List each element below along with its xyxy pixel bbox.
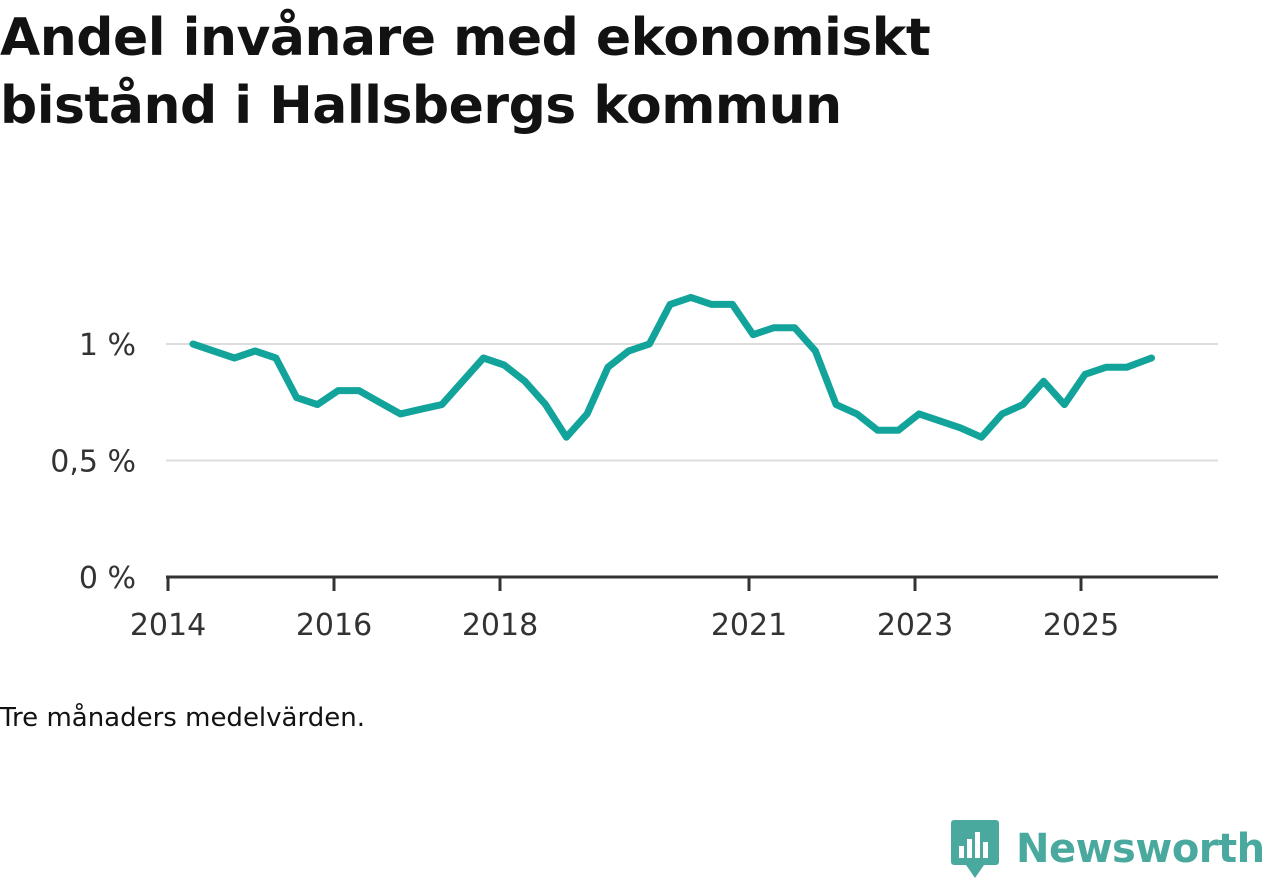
data-point: [708, 301, 715, 308]
x-tick-label: 2021: [711, 608, 787, 643]
data-point: [501, 361, 508, 368]
data-point: [231, 354, 238, 361]
data-point: [1061, 401, 1068, 408]
y-tick-label: 1 %: [79, 328, 136, 363]
data-point: [335, 387, 342, 394]
data-point: [667, 301, 674, 308]
y-tick-label: 0 %: [79, 561, 136, 596]
data-point: [355, 387, 362, 394]
x-tick-label: 2018: [462, 608, 538, 643]
data-point: [397, 410, 404, 417]
data-point: [1040, 378, 1047, 385]
data-point: [1082, 371, 1089, 378]
brand-name: Newsworthy: [1016, 826, 1262, 872]
data-point: [480, 354, 487, 361]
x-tick-label: 2025: [1043, 608, 1119, 643]
data-point: [874, 427, 881, 434]
data-point: [853, 410, 860, 417]
data-point: [1102, 364, 1109, 371]
newsworthy-brand: Newsworthy: [950, 818, 1262, 880]
data-point: [418, 406, 425, 413]
gridlines: [166, 343, 1218, 462]
data-point: [999, 410, 1006, 417]
data-point: [438, 401, 445, 408]
y-tick-label: 0,5 %: [50, 445, 136, 480]
data-point: [542, 401, 549, 408]
data-point: [252, 347, 259, 354]
chart-caption: Tre månaders medelvärden.: [0, 703, 365, 733]
data-point: [750, 331, 757, 338]
x-axis: 2014 2016 2018 2021 2023 2025: [130, 575, 1218, 643]
data-point: [936, 417, 943, 424]
data-point: [314, 401, 321, 408]
x-tick-label: 2014: [130, 608, 206, 643]
chart-title: Andel invånare med ekonomiskt bistånd i …: [0, 8, 931, 136]
data-point: [978, 434, 985, 441]
data-point: [189, 341, 196, 348]
data-point: [1148, 354, 1155, 361]
data-point: [957, 424, 964, 431]
data-point: [770, 324, 777, 331]
data-point: [521, 378, 528, 385]
data-point: [1123, 364, 1130, 371]
data-point: [916, 410, 923, 417]
data-point: [459, 378, 466, 385]
data-point: [604, 364, 611, 371]
data-point: [293, 394, 300, 401]
series-line: [189, 293, 1155, 441]
data-point: [812, 347, 819, 354]
data-point: [791, 324, 798, 331]
data-point: [729, 301, 736, 308]
y-axis-labels: 0 % 0,5 % 1 %: [50, 328, 136, 596]
data-point: [1019, 401, 1026, 408]
data-point: [687, 294, 694, 301]
data-point: [563, 434, 570, 441]
data-point: [895, 427, 902, 434]
x-tick-label: 2016: [296, 608, 372, 643]
data-point: [625, 347, 632, 354]
data-point: [584, 410, 591, 417]
data-point: [833, 401, 840, 408]
data-point: [646, 341, 653, 348]
series-layer: [189, 293, 1155, 441]
data-point: [210, 347, 217, 354]
newsworthy-logo-icon: [951, 820, 999, 878]
x-tick-label: 2023: [877, 608, 953, 643]
data-point: [376, 399, 383, 406]
data-point: [272, 354, 279, 361]
